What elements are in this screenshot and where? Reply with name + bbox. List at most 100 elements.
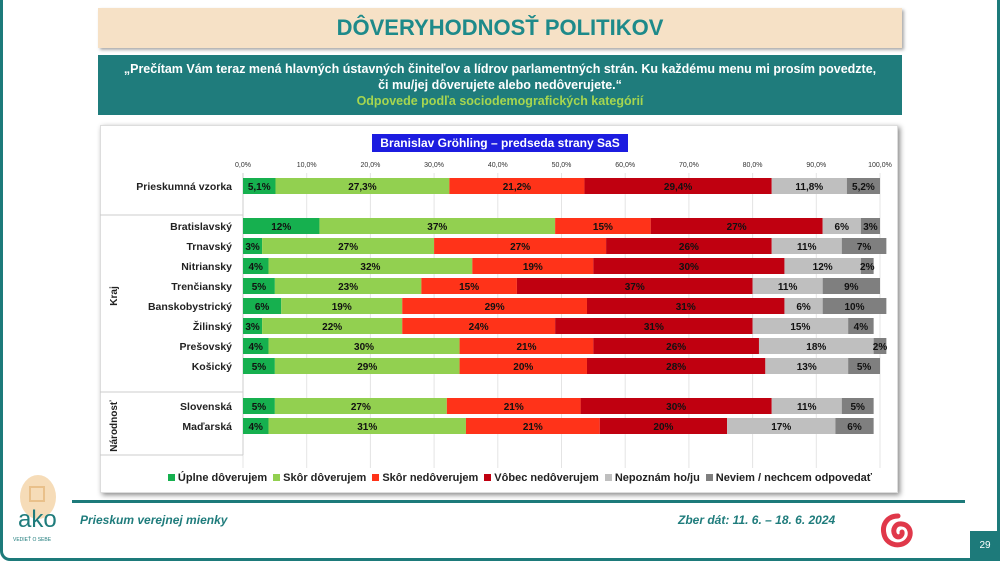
- bar-segment: [268, 258, 473, 274]
- bar-segment: [243, 398, 275, 414]
- row-label: Bratislavský: [170, 221, 232, 233]
- data-label: 5%: [857, 362, 872, 373]
- bar-segment: [860, 258, 874, 274]
- data-label: 26%: [666, 342, 686, 353]
- data-label: 6%: [796, 302, 811, 313]
- legend-label: Skôr nedôverujem: [382, 472, 479, 484]
- bar-segment: [243, 298, 282, 314]
- data-label: 31%: [357, 422, 377, 433]
- bar-segment: [243, 218, 320, 234]
- data-label: 29%: [357, 362, 377, 373]
- data-label: 23%: [338, 282, 358, 293]
- bar-segment: [243, 318, 263, 334]
- row-label: Prešovský: [179, 341, 232, 353]
- legend-swatch: [484, 474, 492, 481]
- data-label: 21%: [504, 402, 524, 413]
- row-label: Košický: [192, 361, 232, 373]
- bar-segment: [822, 218, 861, 234]
- bar-segment: [784, 298, 823, 314]
- bar-segment: [586, 358, 766, 374]
- data-label: 11,8%: [795, 182, 823, 193]
- data-label: 15%: [790, 322, 810, 333]
- footer-date: Zber dát: 11. 6. – 18. 6. 2024: [678, 513, 836, 527]
- x-tick-label: 70,0%: [679, 162, 699, 169]
- data-label: 5,2%: [852, 182, 875, 193]
- x-tick-label: 90,0%: [806, 162, 826, 169]
- legend-swatch: [705, 474, 713, 481]
- question-box: „Prečítam Vám teraz mená hlavných ústavn…: [98, 55, 902, 115]
- data-label: 19%: [332, 302, 352, 313]
- bar-segment: [421, 278, 517, 294]
- data-label: 21%: [516, 342, 536, 353]
- legend-item: Vôbec nedôverujem: [484, 472, 599, 484]
- bar-segment: [446, 398, 581, 414]
- data-label: 3%: [245, 242, 260, 253]
- bar-segment: [771, 178, 847, 194]
- data-label: 21%: [523, 422, 543, 433]
- bar-segment: [472, 258, 594, 274]
- ako-logo-icon: ako: [18, 475, 57, 533]
- data-label: 28%: [666, 362, 686, 373]
- data-label: 27%: [510, 242, 530, 253]
- question-text: „Prečítam Vám teraz mená hlavných ústavn…: [123, 62, 877, 92]
- data-label: 27%: [351, 402, 371, 413]
- bar-segment: [465, 418, 600, 434]
- data-label: 31%: [644, 322, 664, 333]
- bar-segment: [516, 278, 753, 294]
- bar-segment: [243, 418, 269, 434]
- data-label: 12%: [271, 222, 291, 233]
- x-tick-label: 0,0%: [235, 162, 251, 169]
- footer-divider: [72, 500, 965, 503]
- x-tick-label: 30,0%: [424, 162, 444, 169]
- bar-segment: [650, 218, 823, 234]
- bar-segment: [606, 238, 772, 254]
- bar-segment: [268, 418, 466, 434]
- data-label: 4%: [249, 422, 264, 433]
- chart-title: Branislav Gröhling – predseda strany SaS: [372, 134, 628, 152]
- bar-segment: [835, 418, 874, 434]
- legend-item: Skôr dôverujem: [273, 472, 366, 484]
- bar-segment: [752, 318, 849, 334]
- data-label: 4%: [249, 262, 264, 273]
- bar-segment: [841, 398, 874, 414]
- data-label: 27%: [338, 242, 358, 253]
- bar-segment: [434, 238, 607, 254]
- footer-left-text: Prieskum verejnej mienky: [80, 513, 228, 527]
- bar-segment: [593, 338, 759, 354]
- bar-segment: [319, 218, 556, 234]
- legend-label: Úplne dôverujem: [177, 472, 268, 484]
- legend-item: Úplne dôverujem: [167, 472, 268, 484]
- row-label: Žilinský: [193, 320, 232, 333]
- bar-segment: [402, 318, 556, 334]
- bar-segment: [580, 398, 772, 414]
- data-label: 22%: [322, 322, 342, 333]
- legend-swatch: [273, 474, 281, 481]
- data-label: 26%: [679, 242, 699, 253]
- bar-segment: [243, 178, 276, 194]
- data-label: 27,3%: [348, 182, 376, 193]
- data-label: 6%: [255, 302, 270, 313]
- data-label: 19%: [523, 262, 543, 273]
- bar-segment: [752, 278, 823, 294]
- data-label: 3%: [863, 222, 878, 233]
- bar-segment: [459, 338, 594, 354]
- data-label: 29%: [485, 302, 505, 313]
- bar-segment: [846, 178, 880, 194]
- data-label: 5,1%: [248, 182, 271, 193]
- bar-segment: [262, 318, 403, 334]
- data-label: 2%: [873, 342, 888, 353]
- data-label: 18%: [806, 342, 826, 353]
- bar-segment: [841, 238, 887, 254]
- legend-item: Skôr nedôverujem: [372, 472, 478, 484]
- x-tick-label: 60,0%: [615, 162, 635, 169]
- data-label: 15%: [593, 222, 613, 233]
- bar-segment: [873, 338, 887, 354]
- bar-segment: [243, 338, 269, 354]
- data-label: 15%: [459, 282, 479, 293]
- data-label: 11%: [797, 242, 817, 253]
- data-label: 4%: [854, 322, 869, 333]
- bar-segment: [262, 238, 435, 254]
- bar-segment: [758, 338, 874, 354]
- logo-tagline: VEDIEŤ O SEBE: [13, 537, 52, 543]
